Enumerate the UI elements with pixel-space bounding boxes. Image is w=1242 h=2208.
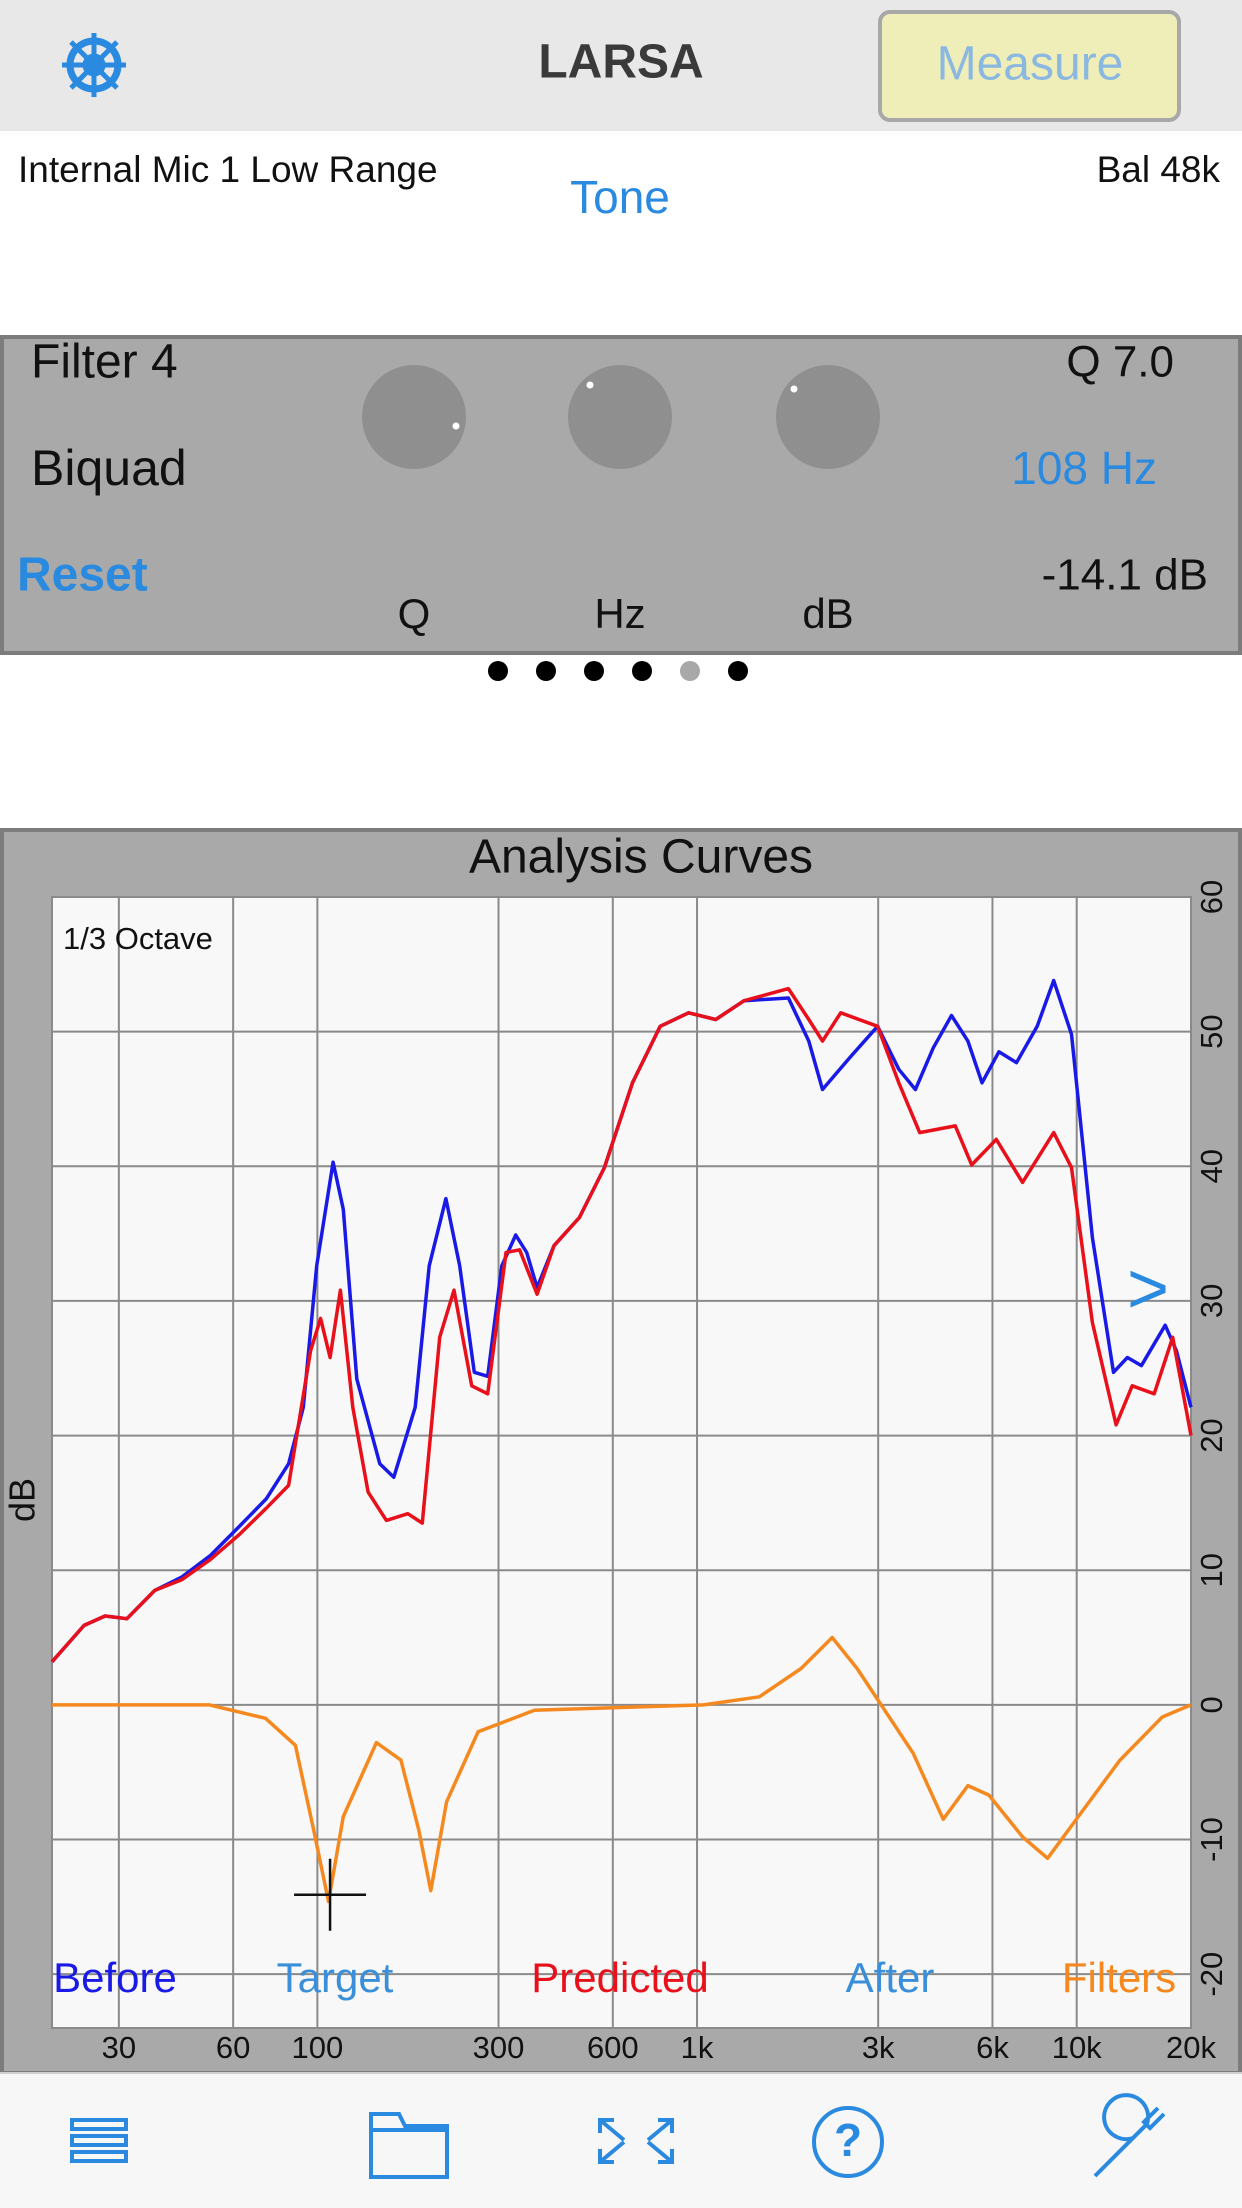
db-knob[interactable] (776, 365, 880, 469)
x-tick-label: 3k (862, 2030, 895, 2065)
curve (52, 1635, 1192, 1904)
x-tick-label: 600 (587, 2030, 639, 2065)
knob-dot (586, 381, 594, 389)
svg-text:?: ? (834, 2114, 862, 2166)
plot-frame (51, 896, 1192, 2029)
knob-label: dB (802, 590, 853, 637)
y-tick-label: 50 (1194, 1014, 1229, 1048)
input-name: Internal Mic 1 Low Range (18, 149, 438, 190)
y-tick-label: 40 (1194, 1149, 1229, 1183)
filter-kind[interactable]: Biquad (31, 440, 187, 496)
hz-knob[interactable] (568, 365, 672, 469)
y-tick-label: -10 (1194, 1817, 1229, 1862)
tools-icon[interactable] (1093, 2093, 1166, 2178)
page-indicator (488, 661, 748, 681)
gain-value: -14.1 dB (1042, 551, 1208, 600)
toolbar (0, 2073, 1242, 2208)
q-value: Q 7.0 (1066, 338, 1174, 387)
y-tick-label: 20 (1194, 1418, 1229, 1452)
settings-icon[interactable] (62, 33, 126, 97)
x-tick-label: 20k (1166, 2030, 1216, 2065)
expand-icon[interactable] (598, 2118, 674, 2164)
x-tick-label: 100 (292, 2030, 344, 2065)
knobs (362, 365, 880, 469)
curve (50, 986, 1193, 1663)
app-title: LARSA (538, 36, 703, 89)
grid (51, 896, 1192, 2029)
y-axis-label: dB (2, 1478, 43, 1522)
resolution-label: 1/3 Octave (63, 921, 213, 956)
menu-icon[interactable] (70, 2118, 128, 2163)
chart-title: Analysis Curves (469, 831, 813, 884)
y-tick-label: 30 (1194, 1284, 1229, 1318)
y-tick-label: 0 (1194, 1696, 1229, 1713)
legend-entry[interactable]: Before (53, 1954, 177, 2001)
measure-button[interactable] (878, 10, 1181, 122)
x-tick-label: 1k (681, 2030, 714, 2065)
knob-dot (452, 422, 460, 430)
x-tick-label: 300 (473, 2030, 525, 2065)
help-icon[interactable]: ? (812, 2106, 884, 2178)
reset-button[interactable]: Reset (17, 549, 148, 602)
knob-dot (790, 385, 798, 393)
y-tick-label: 10 (1194, 1553, 1229, 1587)
x-tick-label: 6k (976, 2030, 1009, 2065)
scroll-hint[interactable]: > (1127, 1249, 1169, 1329)
y-tick-label: -20 (1194, 1952, 1229, 1997)
legend-entry[interactable]: After (846, 1954, 935, 2001)
plot-area (52, 897, 1191, 2028)
legend-entry[interactable]: Target (277, 1954, 394, 2001)
x-tick-label: 60 (216, 2030, 250, 2065)
mode-toggle[interactable]: Tone (570, 171, 670, 223)
y-tick-label: 60 (1194, 880, 1229, 914)
legend: Before Target Predicted After Filters (53, 1954, 1176, 2001)
q-knob[interactable] (362, 365, 466, 469)
legend-entry[interactable]: Predicted (531, 1954, 708, 2001)
measure-label[interactable]: Measure (937, 38, 1124, 91)
knob-label: Q (398, 590, 431, 637)
folder-icon[interactable] (369, 2112, 449, 2179)
curves (50, 978, 1193, 1931)
sample-rate: Bal 48k (1097, 149, 1221, 190)
gear-spokes (62, 33, 126, 97)
x-tick-label: 10k (1052, 2030, 1102, 2065)
freq-value: 108 Hz (1011, 442, 1157, 494)
x-tick-label: 30 (102, 2030, 136, 2065)
filter-name: Filter 4 (31, 336, 178, 389)
legend-entry[interactable]: Filters (1062, 1954, 1176, 2001)
knob-label: Hz (594, 590, 645, 637)
